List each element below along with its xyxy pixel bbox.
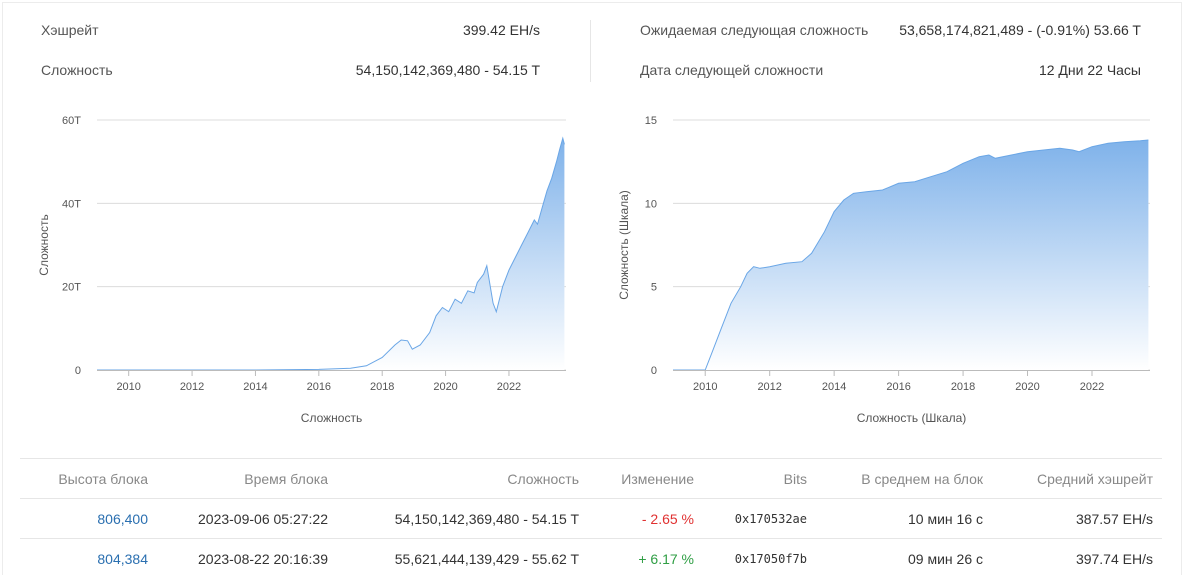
difficulty-value: 54,150,142,369,480 - 54.15 T [355,62,540,78]
header-difficulty[interactable]: Сложность [507,471,579,487]
x-tick-label: 2022 [1080,381,1104,393]
x-tick-label: 2020 [433,381,457,393]
header-change[interactable]: Изменение [621,471,694,487]
y-tick-label: 15 [645,115,657,127]
header-block-time[interactable]: Время блока [244,471,328,487]
header-bits[interactable]: Bits [783,471,807,487]
x-tick-label: 2010 [693,381,717,393]
header-avg-hashrate[interactable]: Средний хэшрейт [1037,471,1153,487]
block-time: 2023-09-06 05:27:22 [198,511,328,527]
difficulty-change: + 6.17 % [638,551,694,567]
x-axis-title: Сложность (Шкала) [857,411,967,425]
series-line [673,139,1149,371]
y-tick-label: 0 [651,365,657,377]
table-row: 806,400 2023-09-06 05:27:22 54,150,142,3… [20,498,1162,538]
avg-block-time: 09 мин 26 с [908,551,983,567]
table-header: Высота блока Время блока Сложность Измен… [20,458,1162,498]
y-tick-label: 60T [62,115,81,127]
hashrate-label: Хэшрейт [41,22,99,38]
table-row: 804,384 2023-08-22 20:16:39 55,621,444,1… [20,538,1162,575]
y-tick-label: 10 [645,198,657,210]
block-time: 2023-08-22 20:16:39 [198,551,328,567]
series-line [97,136,565,371]
difficulty-chart: 0 20T 40T 60T 2010 2012 2014 2016 2018 2020 2022 Сл… [37,115,566,425]
x-tick-label: 2012 [180,381,204,393]
block-bits: 0x17050f7b [734,552,807,566]
x-tick-label: 2012 [757,381,781,393]
y-tick-label: 40T [62,198,81,210]
area-fill [97,138,565,370]
y-axis-title: Сложность (Шкала) [617,190,631,300]
difficulty-change: - 2.65 % [641,511,694,527]
x-tick-label: 2022 [497,381,521,393]
expected-difficulty-value: 53,658,174,821,489 - (-0.91%) 53.66 T [899,22,1141,38]
block-difficulty: 55,621,444,139,429 - 55.62 T [394,551,579,567]
y-tick-label: 20T [62,282,81,294]
x-tick-label: 2016 [886,381,910,393]
x-tick-label: 2010 [116,381,140,393]
x-axis-title: Сложность [301,411,362,425]
block-height-link[interactable]: 806,400 [97,511,148,527]
header-block-height[interactable]: Высота блока [58,471,148,487]
y-axis-title: Сложность [37,214,51,275]
y-tick-label: 5 [651,282,657,294]
block-difficulty: 54,150,142,369,480 - 54.15 T [394,511,579,527]
header-avg-per-block[interactable]: В среднем на блок [861,471,983,487]
x-tick-label: 2018 [370,381,394,393]
difficulty-table: Высота блока Время блока Сложность Измен… [20,458,1162,575]
block-height-link[interactable]: 804,384 [97,551,148,567]
x-tick-label: 2020 [1015,381,1039,393]
x-tick-label: 2018 [951,381,975,393]
x-tick-label: 2014 [243,381,267,393]
x-tick-label: 2014 [822,381,846,393]
next-difficulty-date-value: 12 Дни 22 Часы [1038,62,1141,78]
difficulty-label: Сложность [41,62,113,78]
block-bits: 0x170532ae [734,512,807,526]
area-fill [673,140,1149,370]
hashrate-value: 399.42 EH/s [462,22,540,38]
y-tick-label: 0 [75,365,81,377]
avg-block-time: 10 мин 16 с [908,511,983,527]
stats-divider [590,20,591,82]
avg-hashrate: 387.57 EH/s [1075,511,1153,527]
expected-difficulty-label: Ожидаемая следующая сложность [640,22,869,38]
next-difficulty-date-label: Дата следующей сложности [640,62,824,78]
x-tick-label: 2016 [307,381,331,393]
avg-hashrate: 397.74 EH/s [1075,551,1153,567]
difficulty-log-chart: 0 5 10 15 2010 2012 2014 2016 2018 2020 2022 Сложно… [617,115,1150,425]
